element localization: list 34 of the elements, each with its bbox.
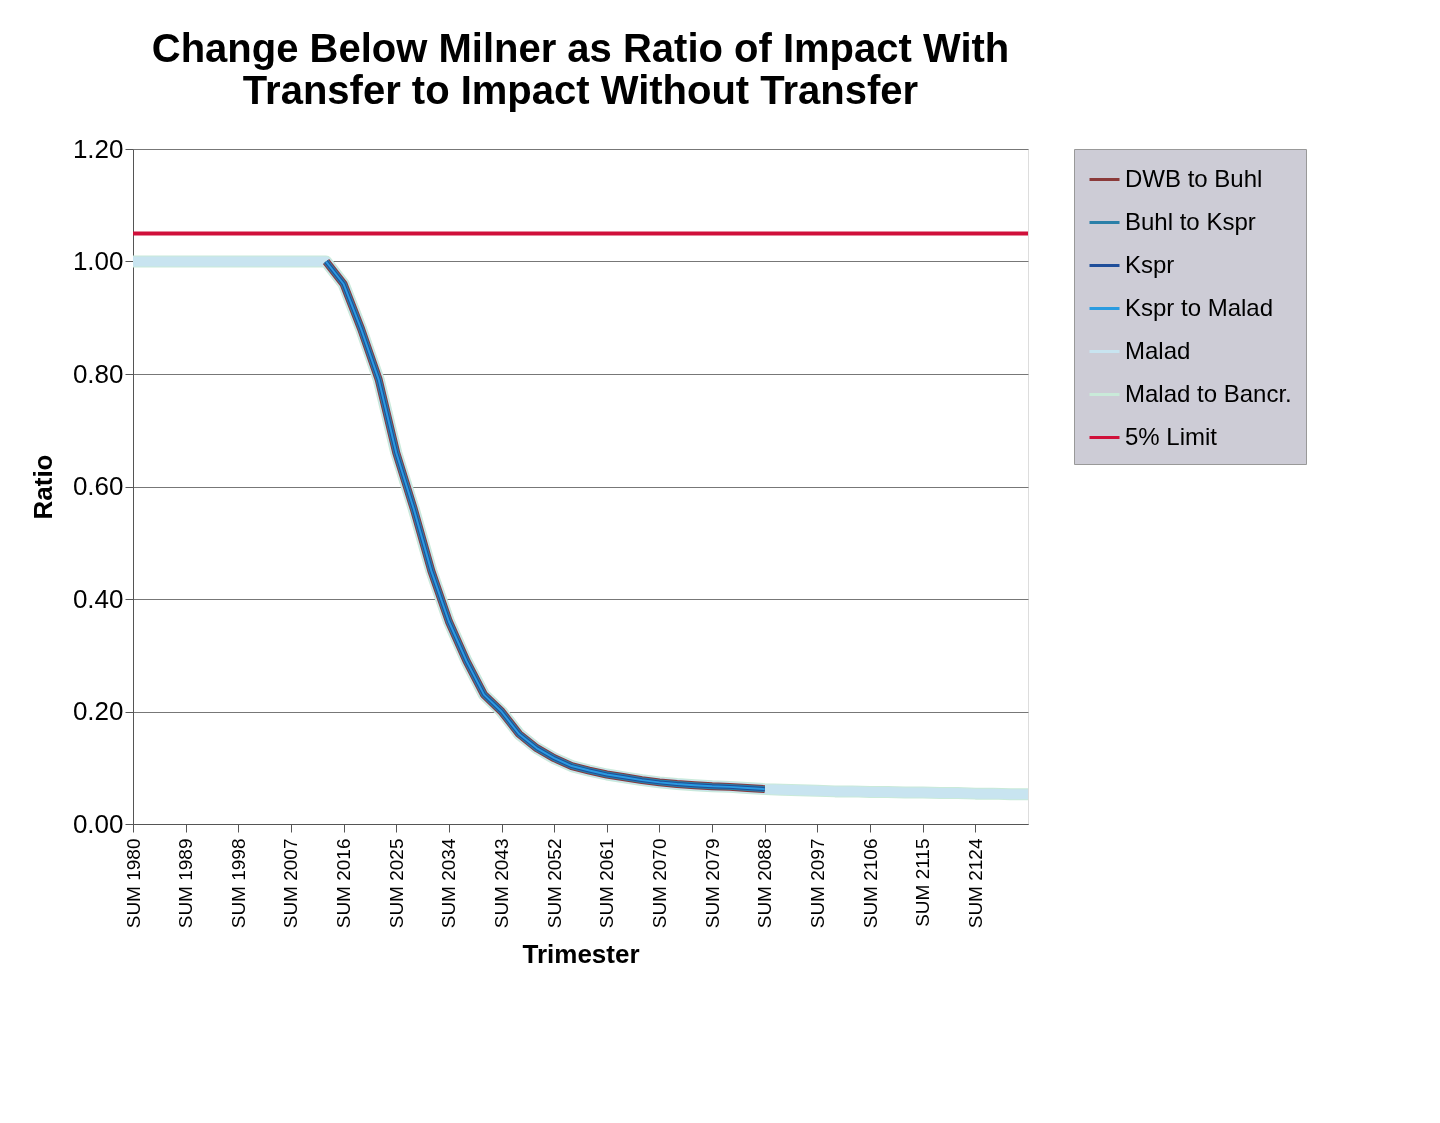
x-tick-label: SUM 1980 [122,838,144,929]
x-tick-label: SUM 2124 [964,838,986,929]
chart-title: Change Below Milner as Ratio of Impact With Transfer to Impact Without Transfer [151,26,1010,112]
x-tick-label: SUM 2034 [438,838,460,929]
y-tick-label: 0.00 [72,808,124,839]
x-tick-label: SUM 2016 [333,838,355,929]
x-tick-label: SUM 2079 [701,838,723,929]
y-axis-title: Ratio [27,454,58,520]
y-tick-label: 1.00 [72,246,124,276]
x-tick-label: SUM 2043 [491,838,513,929]
x-tick-label: SUM 2061 [596,838,618,929]
legend-label: Buhl to Kspr [1125,207,1256,235]
x-tick-label: SUM 1989 [175,838,197,929]
x-axis-title: Trimester [522,939,640,970]
y-tick-label: 0.60 [72,471,124,501]
x-tick-label: SUM 1998 [227,838,249,929]
legend-label: DWB to Buhl [1125,164,1263,192]
y-tick-label: 0.80 [72,358,124,389]
x-tick-label: SUM 2106 [859,838,881,929]
legend-label: 5% Limit [1125,422,1218,450]
y-tick-label: 0.20 [72,696,124,726]
x-tick-label: SUM 2070 [648,838,670,929]
legend-label: Malad [1125,336,1191,364]
x-tick-label: SUM 2052 [543,838,565,929]
x-tick-label: SUM 2007 [280,838,302,929]
x-tick-label: SUM 2088 [754,838,776,929]
y-tick-label: 0.40 [72,583,124,614]
legend-label: Malad to Bancr. [1125,379,1292,407]
legend-label: Kspr to Malad [1125,293,1274,321]
x-tick-label: SUM 2097 [806,838,828,929]
x-tick-label: SUM 2025 [385,838,407,929]
legend-label: Kspr [1125,250,1175,278]
y-tick-label: 1.20 [72,133,124,164]
x-tick-label: SUM 2115 [912,838,934,927]
